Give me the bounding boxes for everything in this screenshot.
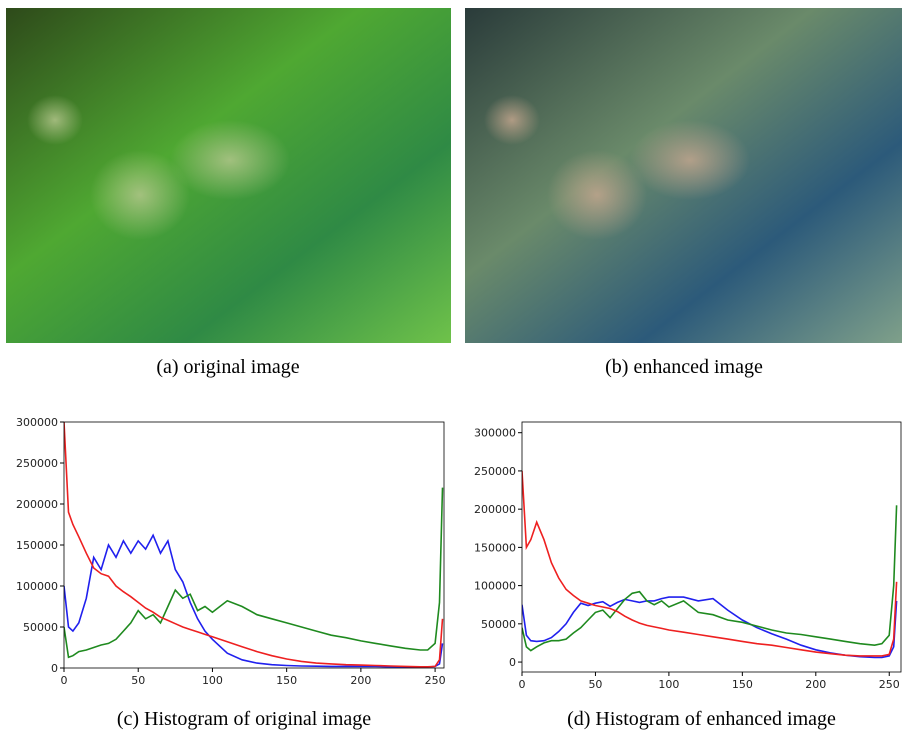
x-tick-label: 150 bbox=[732, 678, 753, 691]
x-tick-label: 150 bbox=[276, 674, 297, 687]
y-tick-label: 100000 bbox=[16, 580, 58, 593]
x-tick-label: 50 bbox=[131, 674, 145, 687]
enhanced-image bbox=[465, 8, 902, 343]
chart-caption: (d) Histogram of enhanced image bbox=[567, 708, 836, 730]
x-tick-label: 250 bbox=[879, 678, 900, 691]
y-tick-label: 50000 bbox=[481, 618, 516, 631]
series-line bbox=[522, 471, 897, 656]
y-tick-label: 50000 bbox=[23, 621, 58, 634]
y-tick-label: 100000 bbox=[474, 580, 516, 593]
y-tick-label: 150000 bbox=[474, 541, 516, 554]
y-tick-label: 250000 bbox=[474, 465, 516, 478]
y-tick-label: 200000 bbox=[474, 503, 516, 516]
x-tick-label: 0 bbox=[61, 674, 68, 687]
series-line bbox=[64, 488, 443, 658]
figure: (a) original image (b) enhanced image 0 5… bbox=[0, 0, 902, 736]
y-tick-label: 0 bbox=[509, 656, 516, 669]
y-tick-label: 250000 bbox=[16, 457, 58, 470]
series-line bbox=[64, 535, 443, 667]
x-tick-label: 100 bbox=[658, 678, 679, 691]
y-tick-label: 300000 bbox=[474, 427, 516, 440]
chart-caption: (c) Histogram of original image bbox=[117, 708, 371, 730]
original-image bbox=[6, 8, 451, 343]
x-tick-label: 200 bbox=[350, 674, 371, 687]
series-line bbox=[522, 505, 897, 650]
y-tick-label: 150000 bbox=[16, 539, 58, 552]
y-tick-label: 300000 bbox=[16, 416, 58, 429]
y-tick-label: 200000 bbox=[16, 498, 58, 511]
image-caption: (a) original image bbox=[156, 356, 299, 378]
page: (a) original image (b) enhanced image 0 5… bbox=[0, 0, 902, 736]
y-tick-label: 0 bbox=[51, 662, 58, 675]
series-line bbox=[522, 597, 897, 657]
x-tick-label: 100 bbox=[202, 674, 223, 687]
plot-frame bbox=[522, 422, 901, 672]
image-caption: (b) enhanced image bbox=[605, 356, 763, 378]
x-tick-label: 50 bbox=[588, 678, 602, 691]
x-tick-label: 0 bbox=[519, 678, 526, 691]
x-tick-label: 250 bbox=[425, 674, 446, 687]
x-tick-label: 200 bbox=[805, 678, 826, 691]
series-line bbox=[64, 422, 443, 667]
